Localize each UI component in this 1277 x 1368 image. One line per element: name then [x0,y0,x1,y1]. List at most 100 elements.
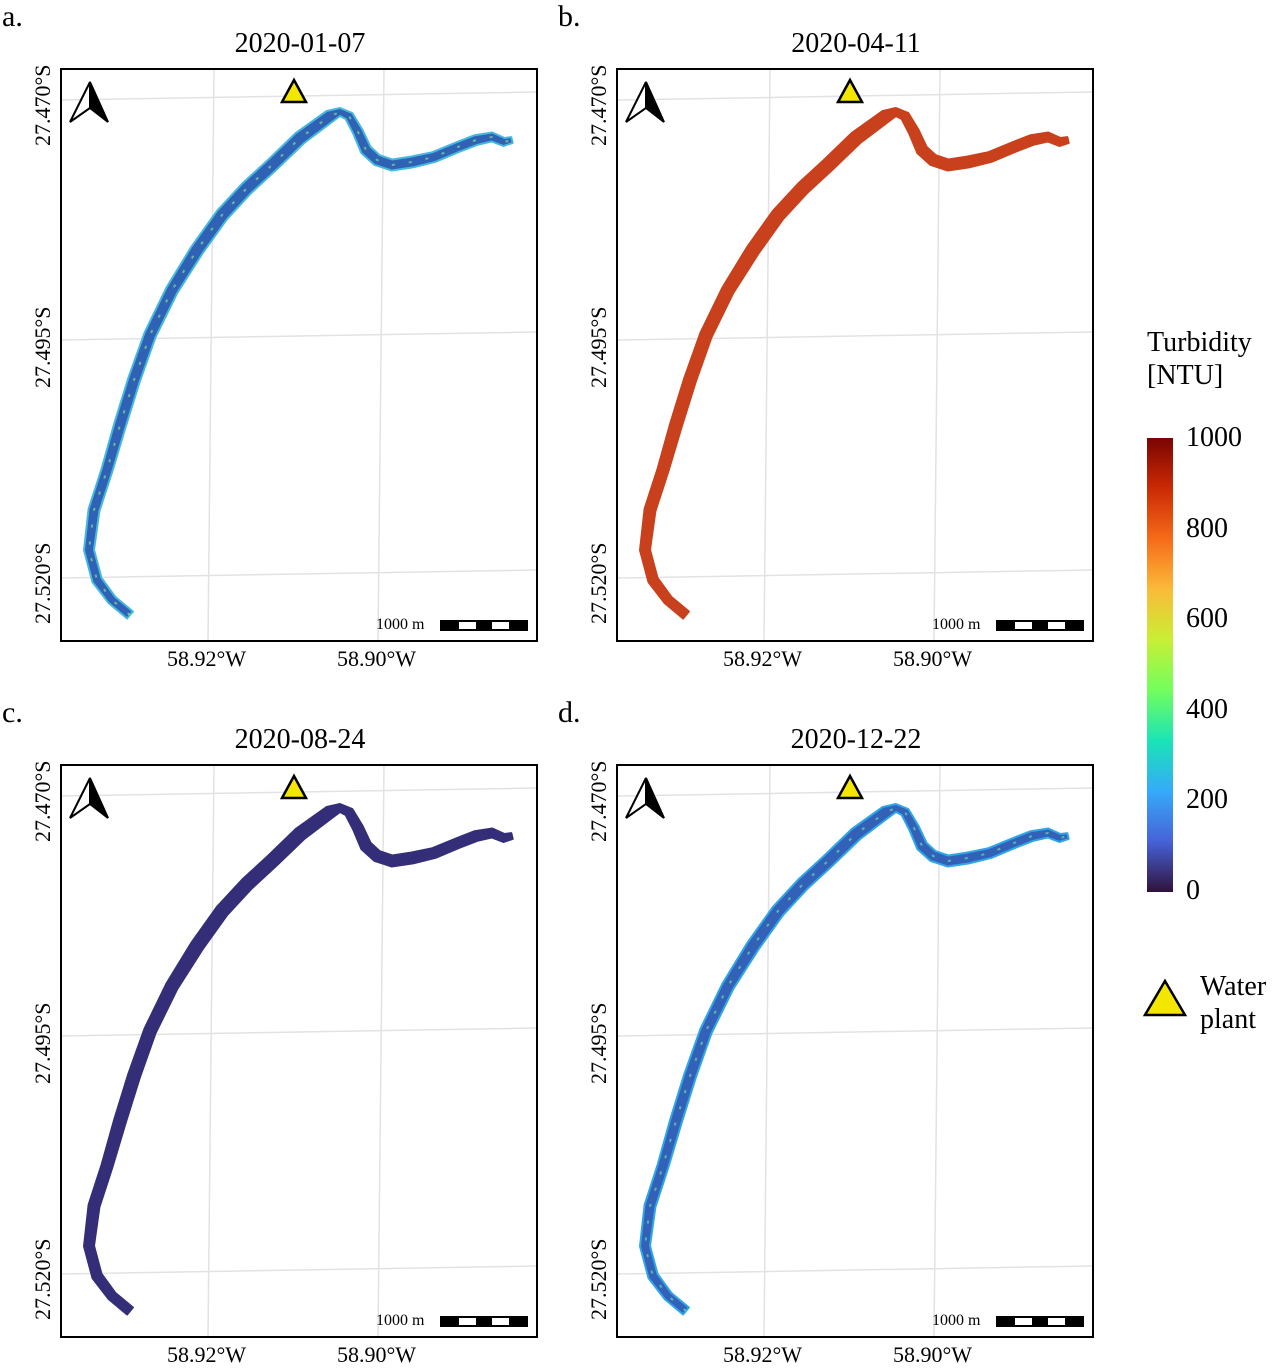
latitude-label: 27.520°S [30,542,55,624]
map-panel-3: d. 2020-12-22 27.470°S 27.495°S 27.520°S 1000… [556,696,1112,1367]
map-canvas [618,70,1092,640]
graticule [62,766,536,1336]
latitude-label: 27.495°S [30,306,55,388]
graticule-line [618,569,1092,579]
scale-bar-segment [998,622,1015,629]
scale-bar-segment [1014,1318,1032,1325]
scale-bar-segment [1065,622,1082,629]
scale-bar-segment [1031,1318,1049,1325]
map-frame: 1000 m [60,68,538,642]
scale-bar-segment [442,622,459,629]
graticule [618,70,1092,640]
panel-letter: b. [558,0,581,33]
water-plant-marker-icon [835,773,865,800]
colorbar-tick: 400 [1186,694,1228,725]
map-canvas [62,70,536,640]
colorbar-tick: 1000 [1186,422,1242,453]
scale-bar-segment [1014,622,1032,629]
longitude-label: 58.92°W [167,646,247,671]
map-frame: 1000 m [616,764,1094,1338]
scale-bar-segment [442,1318,459,1325]
latitude-label: 27.495°S [586,306,611,388]
latitude-label: 27.470°S [586,64,611,146]
panel-date-title: 2020-04-11 [791,28,921,59]
scale-bar [996,620,1084,631]
longitude-label: 58.92°W [167,1342,247,1367]
latitude-label: 27.520°S [586,542,611,624]
latitude-label: 27.470°S [586,760,611,842]
longitude-label: 58.92°W [723,1342,803,1367]
north-arrow-icon [69,777,109,819]
latitude-label: 27.470°S [30,760,55,842]
legend-title-line1: Turbidity [1147,327,1252,358]
colorbar-tick: 0 [1186,875,1200,906]
map-frame: 1000 m [616,68,1094,642]
graticule-line [62,1265,536,1275]
scale-bar-segment [1065,1318,1082,1325]
colorbar-tick: 200 [1186,784,1228,815]
longitude-label: 58.90°W [893,1342,973,1367]
map-panel-0: a. 2020-01-07 27.470°S 27.495°S 27.520°S 1000… [0,0,556,671]
scale-bar [440,1316,528,1327]
north-arrow-icon [69,81,109,123]
graticule-line [62,569,536,579]
north-arrow-icon [625,81,665,123]
scale-bar [440,620,528,631]
legend-title: Turbidity [NTU] [1147,326,1252,392]
water-plant-marker-icon [279,77,309,104]
graticule-line [62,331,536,341]
colorbar [1147,438,1173,892]
river-turbidity-speckle [87,110,513,616]
graticule-line [207,766,215,1336]
latitude-label: 27.470°S [30,64,55,146]
panel-letter: a. [2,0,23,33]
water-plant-legend-label: Water plant [1200,970,1266,1036]
panel-letter: c. [2,696,23,729]
longitude-label: 58.90°W [337,1342,417,1367]
scale-label: 1000 m [932,616,981,633]
graticule-line [618,1027,1092,1037]
graticule-line [618,331,1092,341]
map-panel-1: b. 2020-04-11 27.470°S 27.495°S 27.520°S 1000… [556,0,1112,671]
scale-label: 1000 m [932,1312,981,1329]
panel-date-title: 2020-01-07 [234,28,366,59]
graticule-line [763,766,771,1336]
north-arrow-icon [625,777,665,819]
river-turbidity-raster [639,803,1070,1316]
graticule [618,766,1092,1336]
graticule-line [207,70,215,640]
scale-bar-segment [492,622,510,629]
river-turbidity-speckle [87,806,513,1312]
longitude-label: 58.92°W [723,646,803,671]
panel-date-title: 2020-12-22 [790,724,922,755]
graticule [62,70,536,640]
graticule-line [62,1027,536,1037]
latitude-label: 27.495°S [30,1002,55,1084]
water-plant-marker-icon [835,77,865,104]
scale-bar-segment [475,622,493,629]
scale-bar-segment [509,1318,526,1325]
scale-label: 1000 m [376,616,425,633]
longitude-label: 58.90°W [893,646,973,671]
water-plant-legend-icon [1142,978,1188,1017]
river-turbidity-raster [83,803,514,1316]
scale-bar-segment [1048,622,1066,629]
scale-bar-segment [998,1318,1015,1325]
panel-letter: d. [558,696,581,729]
latitude-label: 27.520°S [30,1238,55,1320]
longitude-label: 58.90°W [337,646,417,671]
scale-bar-segment [492,1318,510,1325]
colorbar-tick: 600 [1186,603,1228,634]
water-plant-marker-icon [279,773,309,800]
scale-label: 1000 m [376,1312,425,1329]
river-turbidity-speckle [643,806,1069,1312]
map-panel-2: c. 2020-08-24 27.470°S 27.495°S 27.520°S 1000… [0,696,556,1367]
legend-title-line2: [NTU] [1147,360,1224,391]
latitude-label: 27.495°S [586,1002,611,1084]
scale-bar-segment [509,622,526,629]
colorbar-tick: 800 [1186,513,1228,544]
river-turbidity-raster [83,107,514,620]
graticule-line [763,70,771,640]
scale-bar-segment [458,1318,476,1325]
map-canvas [62,766,536,1336]
